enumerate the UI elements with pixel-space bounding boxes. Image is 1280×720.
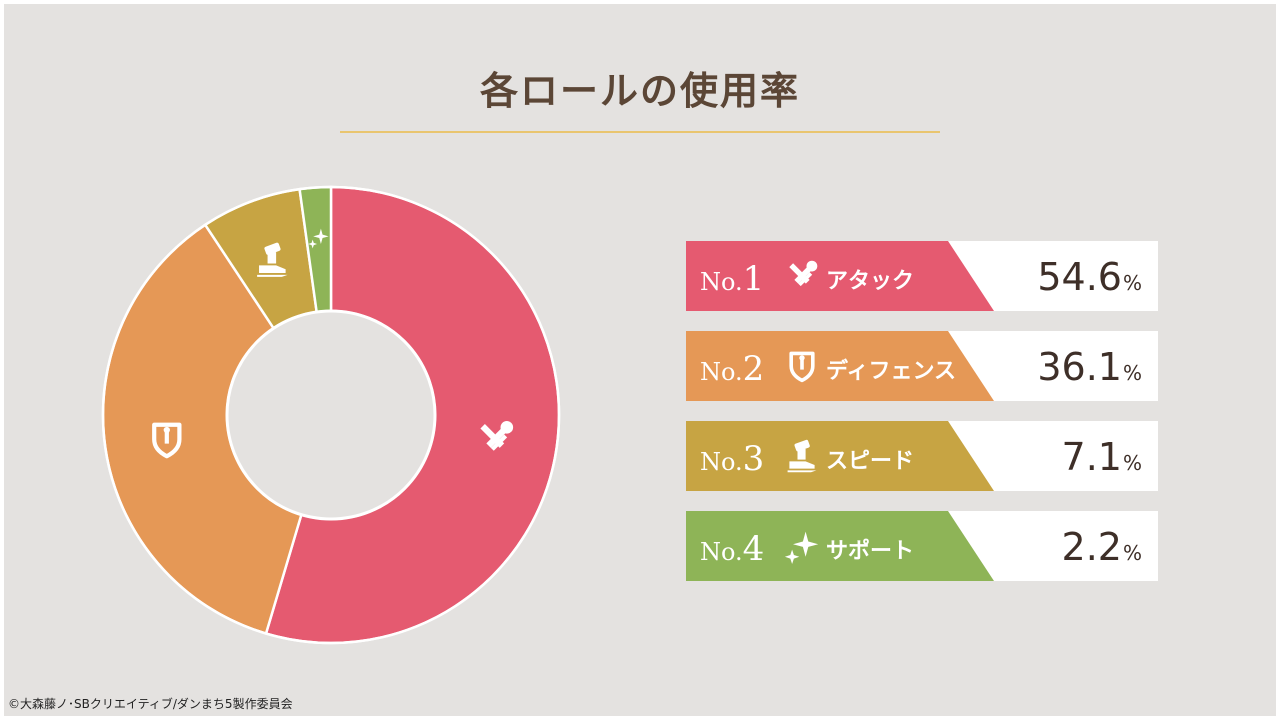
role-label: ディフェンス (826, 359, 957, 384)
attack-icon (789, 260, 818, 287)
rank-number: No.4 (700, 529, 765, 569)
ranking-ribbon (686, 511, 994, 581)
percentage-value: 36.1% (1037, 345, 1142, 389)
role-label: アタック (826, 269, 915, 294)
rank-number: No.2 (700, 349, 765, 389)
donut-outline (101, 185, 561, 645)
chart-title: 各ロールの使用率 (479, 69, 800, 113)
ranking-row-4: No.4 サポート 2.2% (686, 511, 1158, 581)
support-icon (784, 531, 819, 564)
ranking-row-1: No.1 アタック 54.6% (686, 241, 1158, 311)
percentage-value: 54.6% (1037, 255, 1142, 299)
donut-hole (225, 309, 437, 521)
defense-icon (789, 351, 815, 383)
role-label: スピード (826, 449, 915, 474)
defense-icon (152, 422, 182, 459)
rank-number: No.1 (700, 259, 765, 299)
ranking-ribbon (686, 421, 994, 491)
donut-chart (101, 185, 561, 645)
percentage-value: 7.1% (1061, 435, 1142, 479)
role-label: サポート (826, 539, 915, 564)
attack-icon (480, 421, 514, 451)
rank-number: No.3 (700, 439, 765, 479)
speed-icon (257, 242, 288, 277)
ranking-row-2: No.2 ディフェンス 36.1% (686, 331, 1158, 401)
ranking-ribbon (686, 331, 994, 401)
ranking-ribbon (686, 241, 994, 311)
percentage-value: 2.2% (1061, 525, 1142, 569)
support-icon (308, 228, 329, 249)
title-underline (340, 131, 940, 133)
ranking-row-3: No.3 スピード 7.1% (686, 421, 1158, 491)
copyright-notice: ©大森藤ノ･SBクリエイティブ/ダンまち5製作委員会 (8, 697, 293, 711)
speed-icon (787, 439, 817, 473)
